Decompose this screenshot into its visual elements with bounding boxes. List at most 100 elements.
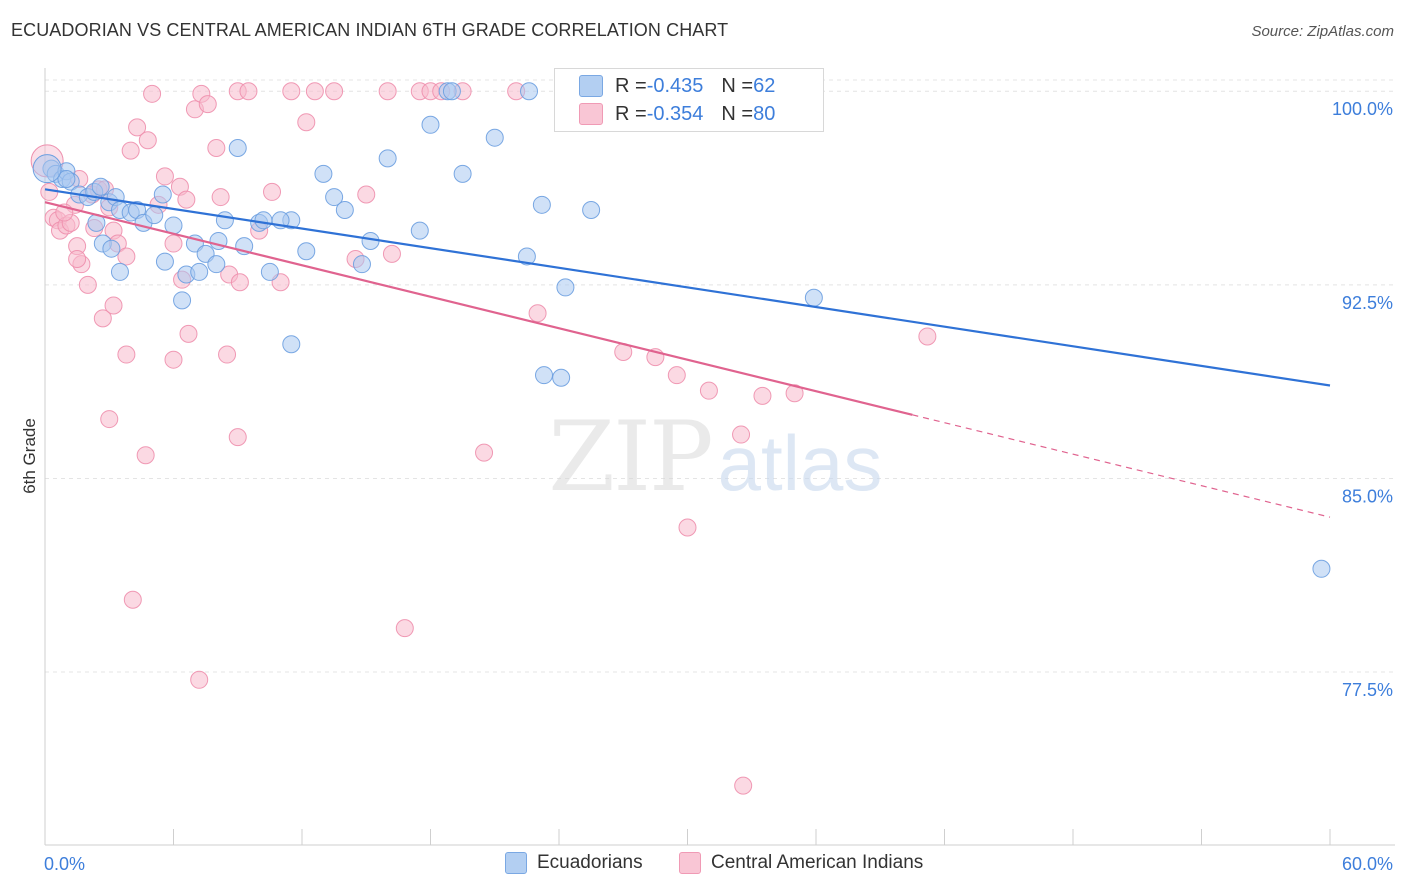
data-point <box>128 118 147 137</box>
data-point <box>179 324 198 343</box>
data-point <box>552 368 571 387</box>
legend-n-label: N = <box>721 74 754 97</box>
data-point <box>190 262 209 281</box>
legend-r-label: R = <box>615 102 647 125</box>
data-point <box>556 278 575 297</box>
legend-row-central-american-indians: R = -0.354 N = 80 <box>579 102 775 126</box>
legend-item-ecuadorians: Ecuadorians <box>505 852 643 874</box>
data-point <box>378 82 397 101</box>
data-point <box>357 185 376 204</box>
data-point <box>260 262 279 281</box>
data-point <box>164 234 183 253</box>
y-tick-label: 92.5% <box>1342 293 1393 313</box>
data-point <box>228 139 247 158</box>
data-point <box>138 131 157 150</box>
chart-title: ECUADORIAN VS CENTRAL AMERICAN INDIAN 6T… <box>11 20 729 40</box>
legend-swatch-central-american-indians <box>679 852 701 874</box>
data-point <box>520 82 539 101</box>
data-point <box>732 425 751 444</box>
data-point <box>104 296 123 315</box>
data-point <box>254 211 273 230</box>
x-tick-label: 60.0% <box>1342 854 1393 874</box>
source-label: Source: ZipAtlas.com <box>1251 23 1394 40</box>
tick-labels: 100.0% 92.5% 85.0% 77.5% 0.0% 60.0% 6th Grade <box>20 99 1393 874</box>
data-point <box>110 262 129 281</box>
legend-swatch-central-american-indians <box>579 103 603 125</box>
data-point <box>335 200 354 219</box>
trend-line <box>44 188 1331 387</box>
data-point <box>123 590 142 609</box>
data-point <box>78 275 97 294</box>
data-point <box>734 776 753 795</box>
data-point <box>211 188 230 207</box>
legend-r-label: R = <box>615 74 647 97</box>
legend-row-ecuadorians: R = -0.435 N = 62 <box>579 74 775 98</box>
watermark: ZIP atlas <box>548 401 882 513</box>
trend-line-extension <box>912 414 1331 518</box>
data-point <box>173 291 192 310</box>
y-tick-label: 85.0% <box>1342 486 1393 506</box>
data-point <box>352 255 371 274</box>
data-point <box>382 244 401 263</box>
data-point <box>582 200 601 219</box>
data-point <box>57 170 76 188</box>
y-tick-label: 100.0% <box>1332 99 1393 119</box>
trend-lines <box>44 188 1331 518</box>
data-point <box>297 113 316 132</box>
data-point <box>117 345 136 364</box>
legend-n-value-ecuadorians: 62 <box>753 74 776 97</box>
data-point <box>155 167 174 186</box>
data-point <box>699 381 718 400</box>
data-point <box>91 177 110 196</box>
legend-n-label: N = <box>721 102 754 125</box>
data-point <box>136 446 155 465</box>
data-point-large <box>32 154 62 184</box>
y-tick-label: 77.5% <box>1342 680 1393 700</box>
data-point <box>239 82 258 101</box>
data-point <box>453 164 472 183</box>
data-point <box>282 82 301 101</box>
data-point <box>153 185 172 204</box>
data-point <box>282 335 301 354</box>
trend-line <box>44 201 913 416</box>
data-point <box>1312 559 1331 578</box>
data-point <box>378 149 397 168</box>
legend-r-value-ecuadorians: -0.435 <box>646 74 704 97</box>
data-point <box>218 345 237 364</box>
data-point <box>297 242 316 261</box>
data-point <box>785 384 804 403</box>
legend-swatch-ecuadorians <box>579 75 603 97</box>
data-point <box>145 206 164 225</box>
watermark-zip: ZIP <box>548 401 711 513</box>
data-point <box>325 188 344 207</box>
data-point <box>678 518 697 537</box>
data-point <box>215 211 234 230</box>
data-point <box>93 309 112 328</box>
correlation-legend: R = -0.435 N = 62 R = -0.354 N = 80 <box>554 68 824 132</box>
data-point <box>121 141 140 160</box>
data-point <box>528 304 547 323</box>
data-point <box>68 250 87 269</box>
legend-label-ecuadorians: Ecuadorians <box>537 852 643 873</box>
x-tick-label: 0.0% <box>44 854 85 874</box>
legend-swatch-ecuadorians <box>505 852 527 874</box>
data-point <box>198 95 217 114</box>
data-point <box>485 128 504 147</box>
data-point <box>155 252 174 271</box>
data-point <box>421 115 440 134</box>
data-point <box>305 82 324 101</box>
data-point <box>532 195 551 214</box>
data-point <box>667 366 686 385</box>
data-point <box>190 670 209 689</box>
data-point <box>535 366 554 385</box>
data-point <box>442 82 461 101</box>
data-point <box>207 139 226 158</box>
y-axis-label: 6th Grade <box>20 418 39 494</box>
data-point <box>207 255 226 274</box>
data-point <box>164 350 183 369</box>
data-point <box>263 182 282 201</box>
series-legend: Ecuadorians Central American Indians <box>0 852 1406 878</box>
legend-r-value-central-american-indians: -0.354 <box>646 102 704 125</box>
data-point <box>325 82 344 101</box>
